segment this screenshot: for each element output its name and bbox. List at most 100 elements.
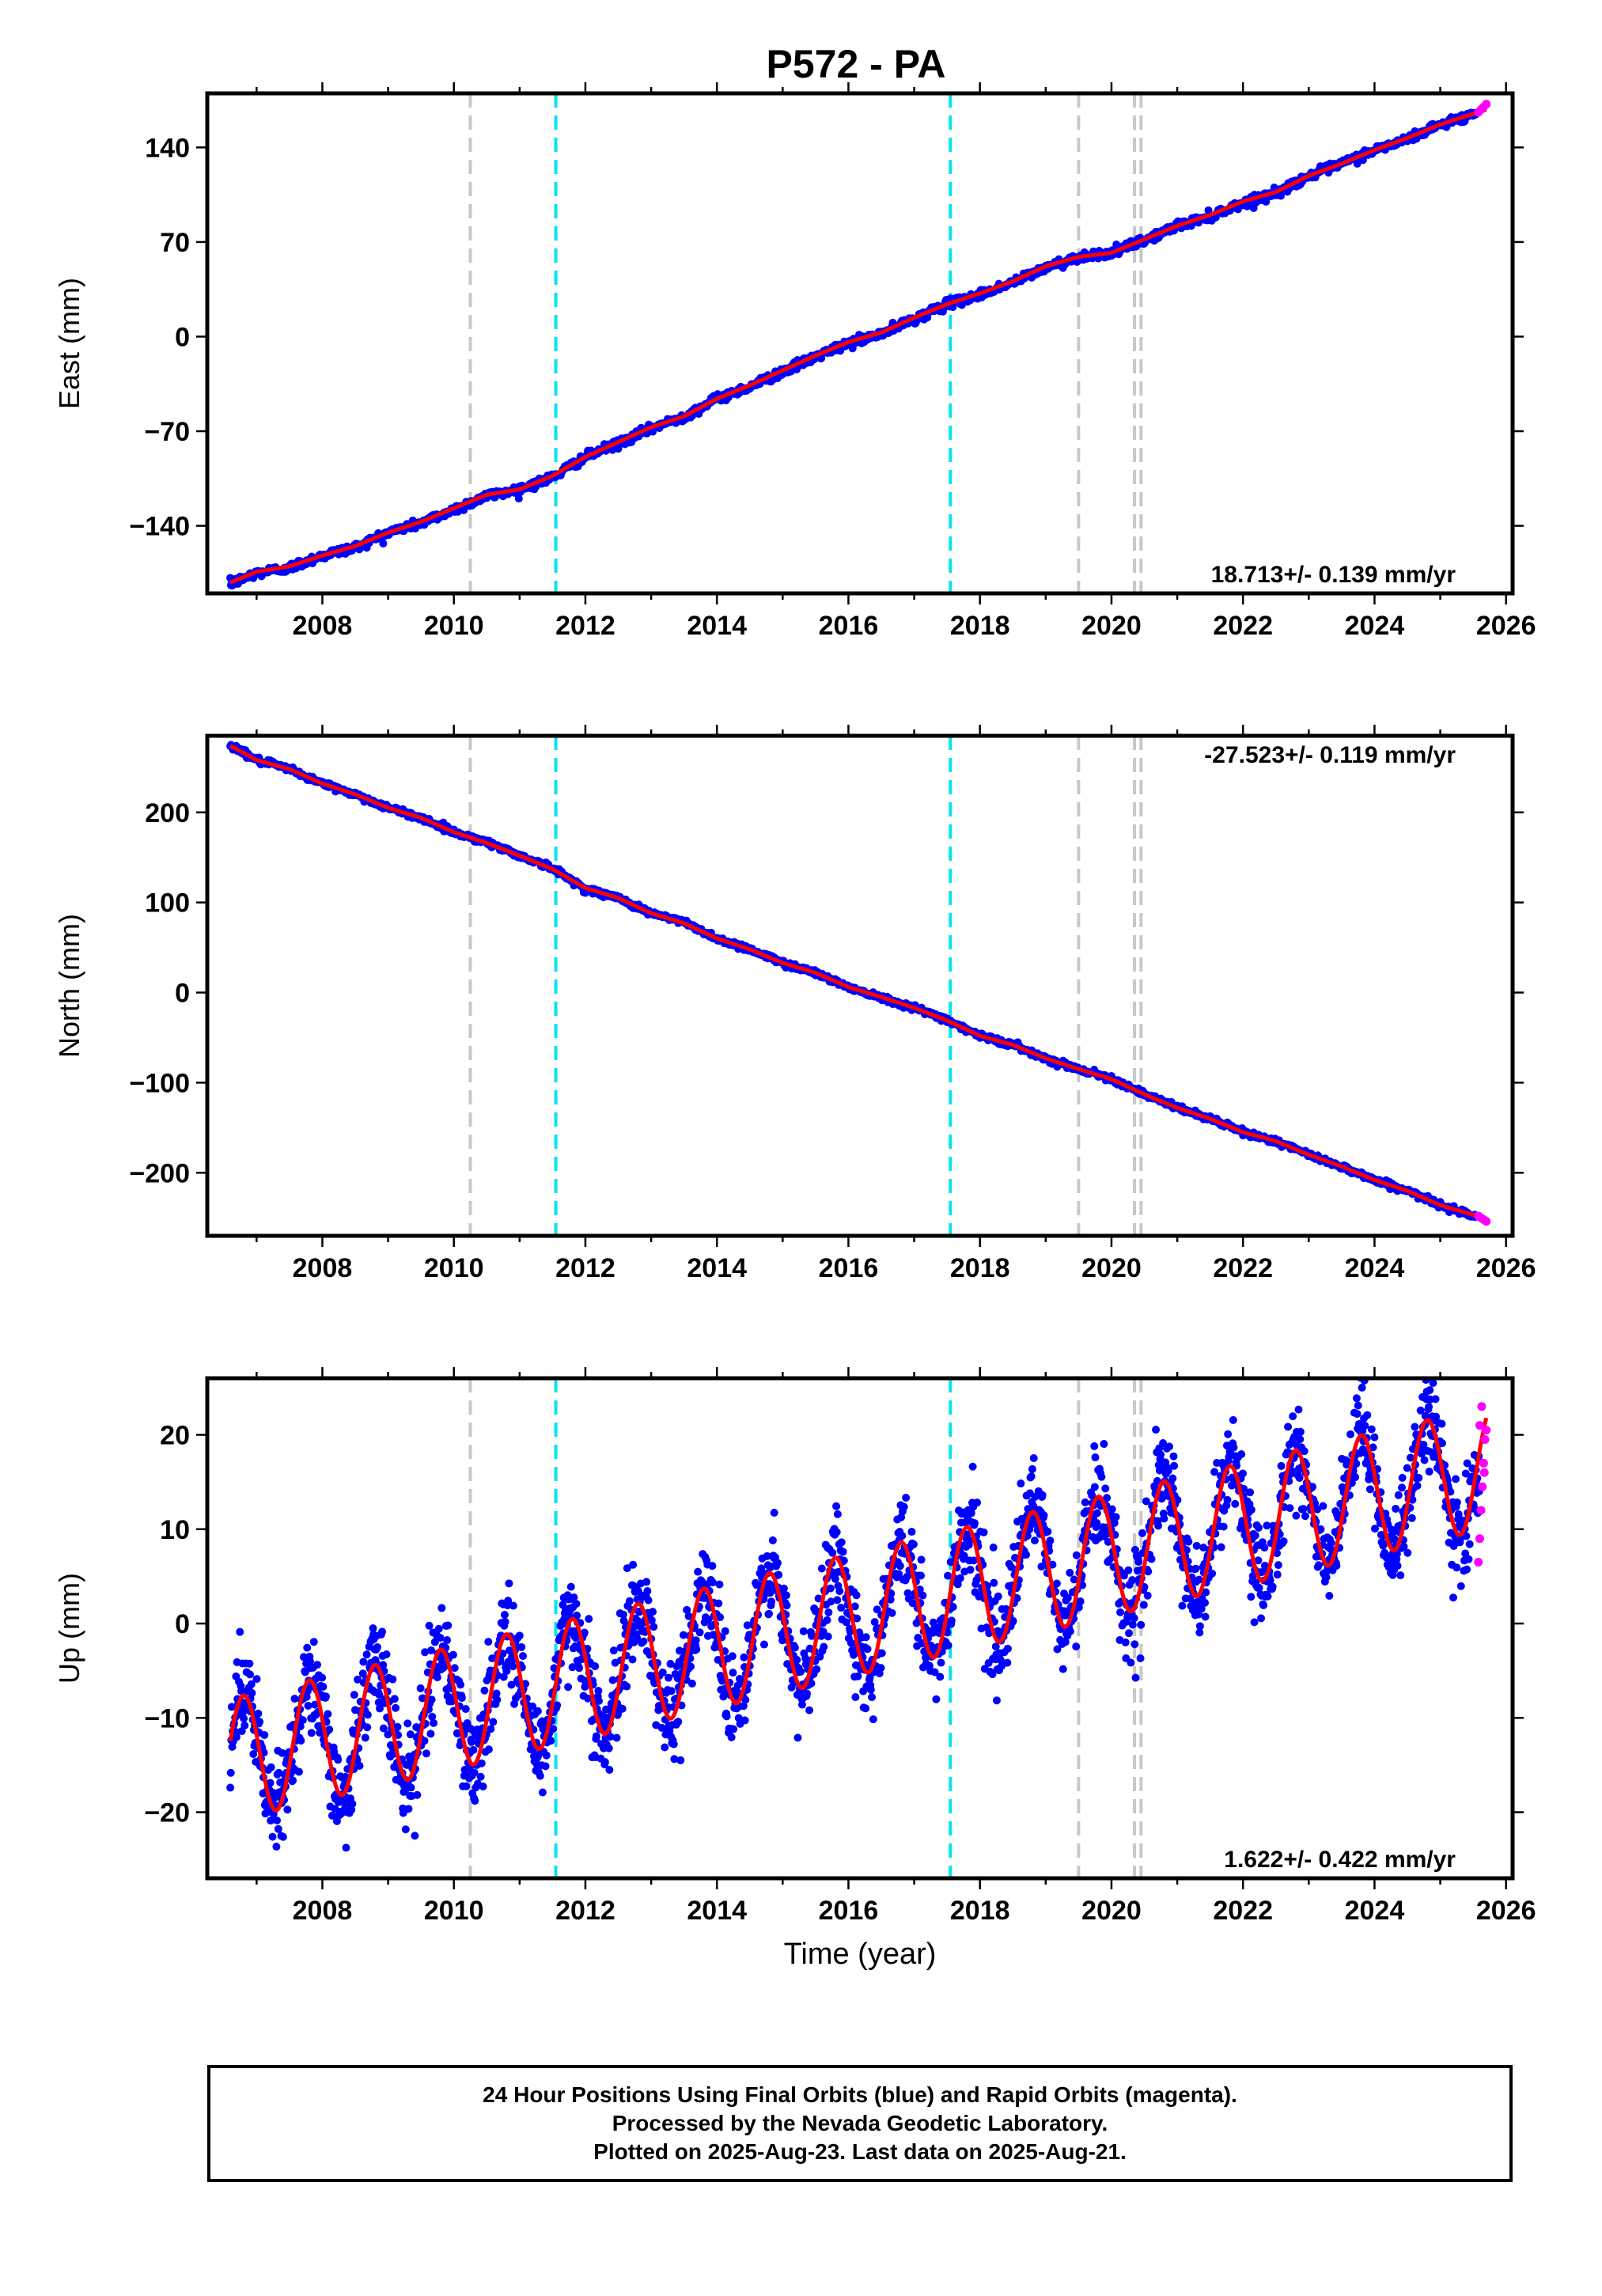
final-orbit-point: [608, 1676, 617, 1684]
final-orbit-point: [379, 539, 388, 547]
final-orbit-point: [853, 1614, 862, 1623]
panel-frame: [205, 733, 1515, 1238]
final-orbit-point: [1052, 1579, 1061, 1588]
final-orbit-point: [782, 1591, 790, 1600]
final-orbit-point: [824, 1608, 833, 1616]
final-orbit-point: [937, 1658, 945, 1667]
final-orbit-point: [290, 1695, 299, 1703]
final-orbit-point: [826, 1584, 835, 1593]
final-orbit-point: [509, 1601, 517, 1610]
final-orbit-point: [715, 1580, 724, 1589]
final-orbit-point: [741, 1695, 750, 1704]
final-orbit-point: [361, 1733, 369, 1742]
final-orbit-point: [807, 1679, 816, 1688]
final-orbit-point: [272, 1843, 281, 1851]
final-orbit-point: [580, 1628, 589, 1637]
final-orbit-point: [990, 1578, 998, 1587]
final-orbit-point: [1040, 1511, 1048, 1520]
final-orbit-point: [294, 1767, 303, 1776]
final-orbit-point: [667, 1687, 676, 1695]
final-orbit-point: [852, 1591, 861, 1600]
final-orbit-point: [1038, 1491, 1047, 1499]
final-orbit-point: [515, 1631, 524, 1640]
final-orbit-point: [289, 1776, 297, 1785]
final-orbit-point: [918, 1591, 927, 1600]
final-orbit-point: [801, 1654, 810, 1663]
velocity-rate-label: -27.523+/- 0.119 mm/yr: [1204, 742, 1456, 768]
final-orbit-point: [404, 1805, 413, 1813]
final-orbit-point: [708, 1578, 717, 1587]
final-orbit-point: [570, 1593, 578, 1601]
final-orbit-point: [903, 1572, 911, 1581]
final-orbit-point: [304, 1701, 312, 1710]
final-orbit-points: [226, 1378, 1483, 1852]
final-orbit-point: [330, 1748, 339, 1756]
final-orbit-point: [797, 1700, 806, 1709]
final-orbit-point: [716, 1613, 725, 1622]
final-orbit-point: [650, 1623, 658, 1631]
x-tick-label: 2020: [1081, 611, 1142, 641]
final-orbit-point: [793, 1655, 801, 1664]
final-orbit-point: [888, 1608, 896, 1617]
final-orbit-point: [462, 1782, 471, 1790]
final-orbit-point: [819, 1627, 828, 1636]
final-orbit-point: [728, 1652, 737, 1661]
final-orbit-point: [245, 1659, 254, 1668]
final-orbit-point: [850, 1602, 859, 1611]
x-tick-label: 2010: [424, 611, 484, 641]
rapid-orbit-points: [1474, 1211, 1491, 1226]
final-orbit-point: [1066, 1627, 1074, 1635]
final-orbit-point: [236, 1627, 244, 1636]
final-orbit-point: [1037, 1563, 1046, 1571]
final-orbit-point: [914, 1634, 922, 1642]
final-orbit-point: [979, 1528, 988, 1536]
final-orbit-point: [411, 1832, 419, 1840]
final-orbit-point: [430, 1718, 438, 1727]
final-orbit-point: [968, 1462, 977, 1471]
final-orbit-point: [564, 1683, 573, 1692]
final-orbit-point: [991, 1642, 1000, 1651]
final-orbit-point: [898, 1532, 907, 1540]
y-tick-label: −100: [129, 1068, 190, 1098]
final-orbit-point: [427, 1646, 436, 1654]
final-orbit-point: [996, 1656, 1005, 1665]
final-orbit-point: [1003, 1644, 1012, 1653]
final-orbit-point: [267, 1763, 275, 1771]
final-orbit-point: [832, 1502, 841, 1510]
final-orbit-point: [895, 1570, 903, 1578]
final-orbit-point: [428, 1712, 437, 1721]
final-orbit-point: [305, 1657, 314, 1665]
final-orbit-point: [790, 1643, 799, 1652]
final-orbit-point: [803, 1689, 812, 1698]
final-orbit-point: [639, 1637, 648, 1646]
final-orbit-point: [1013, 1594, 1021, 1603]
final-orbit-point: [988, 1670, 997, 1679]
x-tick-label: 2014: [687, 611, 747, 641]
final-orbit-point: [1072, 1551, 1081, 1559]
final-orbit-point: [362, 1650, 371, 1659]
final-orbit-point: [538, 1788, 547, 1797]
final-orbit-point: [863, 1645, 872, 1654]
final-orbit-point: [499, 1673, 508, 1681]
final-orbit-point: [334, 1756, 343, 1764]
final-orbit-point: [870, 1618, 879, 1627]
final-orbit-point: [619, 1616, 628, 1625]
final-orbit-point: [695, 1628, 704, 1637]
final-orbit-point: [502, 1667, 511, 1676]
final-orbit-point: [321, 1692, 330, 1701]
final-orbit-point: [665, 1673, 673, 1682]
x-tick-label: 2022: [1213, 1253, 1273, 1283]
final-orbit-point: [266, 1779, 275, 1787]
final-orbit-point: [245, 1670, 254, 1679]
final-orbit-point: [902, 1494, 911, 1502]
final-orbit-point: [298, 1716, 307, 1725]
final-orbit-point: [319, 1682, 328, 1691]
final-orbit-point: [851, 1693, 860, 1702]
final-orbit-point: [1043, 1527, 1052, 1536]
final-orbit-point: [566, 1582, 575, 1591]
y-axis-label: East (mm): [53, 278, 85, 409]
final-orbit-point: [355, 1761, 364, 1770]
final-orbit-point: [426, 1730, 435, 1738]
final-orbit-point: [684, 1612, 693, 1620]
final-orbit-point: [763, 1552, 771, 1560]
